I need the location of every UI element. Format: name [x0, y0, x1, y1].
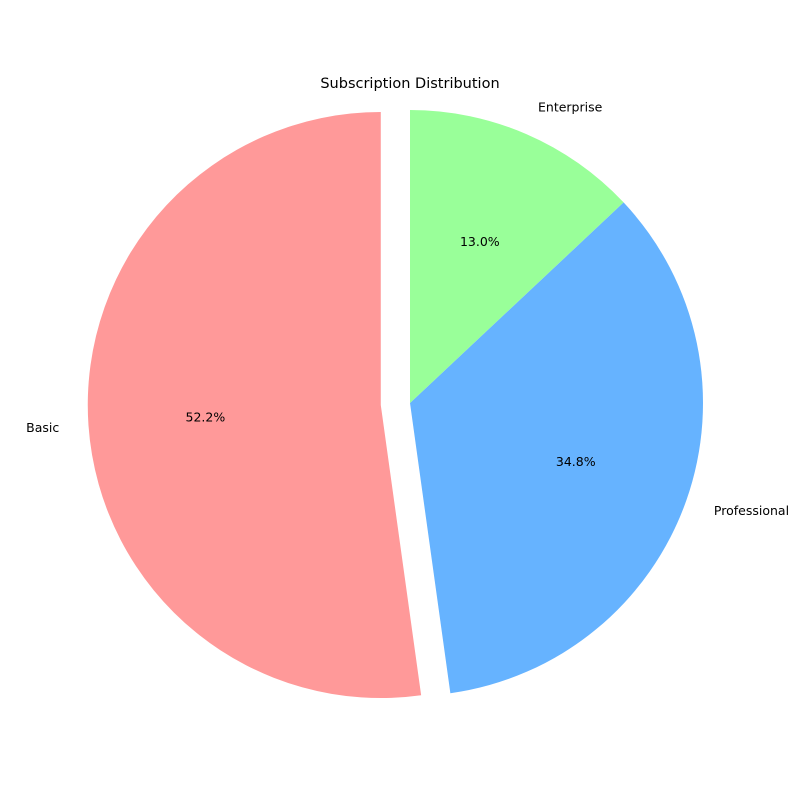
pie-slices: [87, 110, 703, 699]
percent-label-basic: 52.2%: [186, 410, 226, 425]
slice-label-basic: Basic: [26, 420, 59, 435]
pie-slice-professional: [410, 202, 703, 694]
chart-title: Subscription Distribution: [320, 76, 499, 92]
pie-slice-basic: [87, 112, 422, 699]
percent-label-enterprise: 13.0%: [460, 234, 500, 249]
percent-label-professional: 34.8%: [556, 454, 596, 469]
pie-labels: Basic 52.2% Professional 34.8% Enterprise 13.…: [26, 100, 789, 518]
slice-label-enterprise: Enterprise: [538, 100, 603, 115]
pie-slice-enterprise: [410, 110, 624, 403]
slice-label-professional: Professional: [714, 503, 789, 518]
